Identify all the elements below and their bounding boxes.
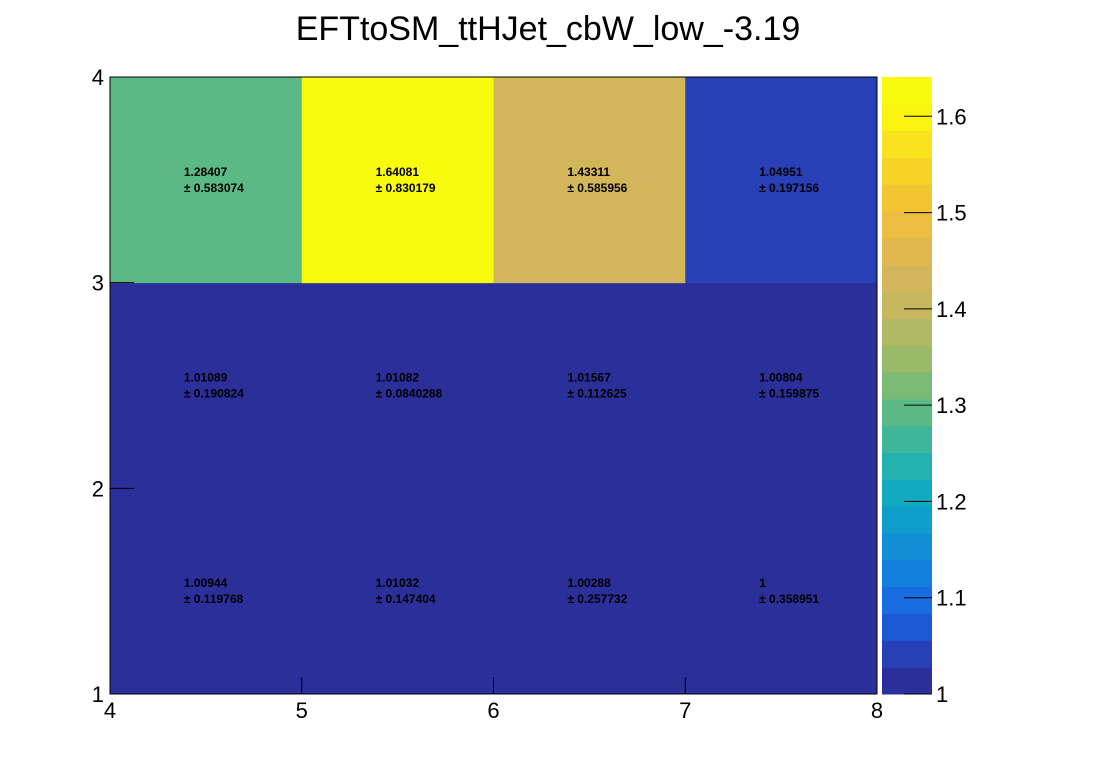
palette-swatch (882, 479, 932, 507)
heatmap-cell (685, 77, 878, 284)
palette-swatch (882, 130, 932, 158)
cell-error-label: ± 0.358951 (759, 592, 819, 606)
palette-swatch (882, 318, 932, 346)
heatmap-cell (301, 77, 494, 284)
cell-value-label: 1.04951 (759, 165, 803, 179)
palette-swatch (882, 506, 932, 534)
cell-error-label: ± 0.585956 (567, 181, 627, 195)
cell-error-label: ± 0.583074 (184, 181, 244, 195)
axes: 4 5 6 7 8 1 2 3 4 (92, 65, 883, 723)
palette-swatch (882, 586, 932, 615)
palette-swatch (882, 613, 932, 641)
cell-error-label: ± 0.190824 (184, 387, 244, 401)
x-tick-label: 7 (679, 698, 691, 723)
cell-value-label: 1.00288 (567, 576, 611, 590)
heatmap-cell (110, 488, 303, 695)
heatmap-cell (493, 282, 686, 489)
colorbar-tick-label: 1 (936, 682, 948, 707)
cell-value-label: 1.01082 (376, 371, 420, 385)
palette-swatch (882, 345, 932, 373)
heatmap-cell (110, 77, 303, 284)
heatmap-cell (685, 282, 878, 489)
palette-swatch (882, 425, 932, 454)
cell-error-label: ± 0.159875 (759, 387, 819, 401)
y-tick-label: 2 (92, 476, 104, 501)
heatmap-cell (685, 488, 878, 695)
cell-value-label: 1.43311 (567, 165, 610, 179)
cell-value-label: 1.28407 (184, 165, 228, 179)
palette-swatch (882, 184, 932, 212)
colorbar-tick-label: 1.6 (936, 104, 967, 129)
cell-value-label: 1.01089 (184, 371, 228, 385)
cell-error-label: ± 0.147404 (376, 592, 436, 606)
x-tick-label: 6 (487, 698, 499, 723)
palette-swatch (882, 559, 932, 588)
palette-swatch (882, 237, 932, 266)
heatmap-cell (110, 282, 303, 489)
colorbar-tick-label: 1.1 (936, 586, 967, 611)
x-tick-label: 5 (296, 698, 308, 723)
palette-swatch (882, 211, 932, 239)
colorbar-tick-label: 1.3 (936, 393, 967, 418)
cell-error-label: ± 0.119768 (184, 592, 244, 606)
palette-swatch (882, 667, 932, 695)
palette-swatch (882, 398, 932, 427)
heatmap-cell (301, 488, 494, 695)
x-tick-label: 8 (871, 698, 883, 723)
colorbar-tick-label: 1.2 (936, 489, 967, 514)
cell-labels: 1.00944 ± 0.119768 1.01032 ± 0.147404 1.0028… (184, 165, 820, 606)
colorbar-tick-label: 1.5 (936, 201, 967, 226)
cell-error-label: ± 0.257732 (567, 592, 627, 606)
chart-title: EFTtoSM_ttHJet_cbW_low_-3.19 (296, 10, 801, 48)
colorbar-tick-label: 1.4 (936, 297, 967, 322)
cell-error-label: ± 0.197156 (759, 181, 819, 195)
cell-value-label: 1.01567 (567, 371, 611, 385)
plot-area (110, 77, 878, 695)
y-tick-label: 1 (92, 682, 104, 707)
cell-error-label: ± 0.830179 (376, 181, 436, 195)
palette-swatch (882, 533, 932, 561)
palette-swatch (882, 264, 932, 293)
y-tick-label: 4 (92, 65, 104, 90)
heatmap-cell (301, 282, 494, 489)
palette-swatch (882, 77, 932, 105)
cell-value-label: 1.00944 (184, 576, 228, 590)
palette-swatch (882, 372, 932, 400)
y-tick-label: 3 (92, 271, 104, 296)
cell-value-label: 1.00804 (759, 371, 803, 385)
cell-value-label: 1.64081 (376, 165, 420, 179)
palette-swatch (882, 103, 932, 132)
palette-swatch (882, 291, 932, 319)
color-palette-bar: 1 1.1 1.2 1.3 1.4 1.5 1.6 (882, 77, 967, 707)
heatmap-cell (493, 488, 686, 695)
cell-error-label: ± 0.0840288 (376, 387, 443, 401)
cell-error-label: ± 0.112625 (567, 387, 627, 401)
x-tick-label: 4 (104, 698, 116, 723)
palette-swatch (882, 157, 932, 185)
palette-swatch (882, 640, 932, 668)
heatmap-cell (493, 77, 686, 284)
cell-value-label: 1 (759, 576, 766, 590)
palette-swatch (882, 452, 932, 480)
cell-value-label: 1.01032 (376, 576, 420, 590)
